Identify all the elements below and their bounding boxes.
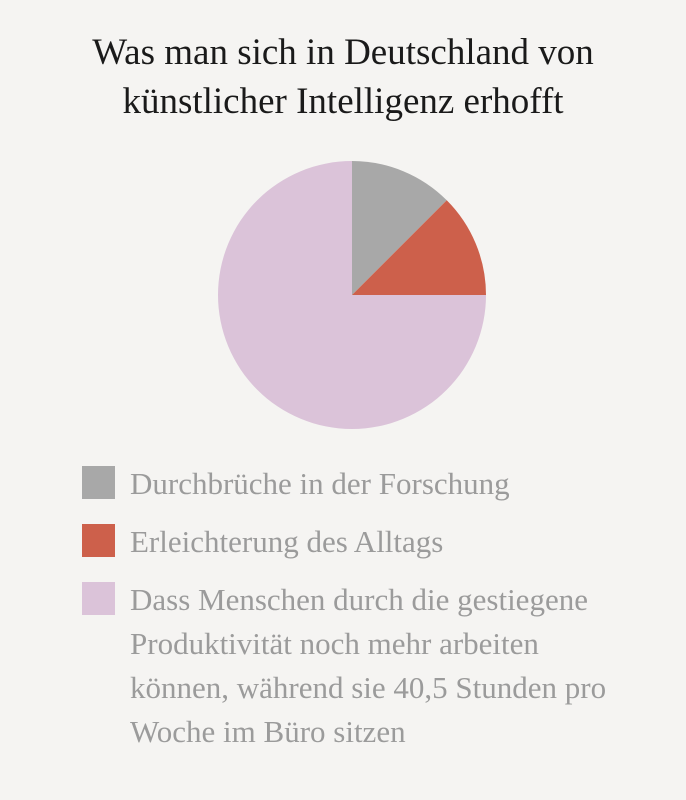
- legend: Durchbrüche in der Forschung Erleichteru…: [82, 462, 642, 768]
- legend-swatch-forschung: [82, 466, 115, 499]
- pie-slice-alltag: [352, 200, 486, 295]
- legend-item-mehr-arbeiten: Dass Menschen durch die gestiegene Produ…: [82, 578, 642, 754]
- chart-title-line-1: Was man sich in Deutschland von: [92, 32, 594, 73]
- chart-title-line-2: künstlicher Intelligenz erhofft: [122, 81, 564, 122]
- pie-chart: [218, 161, 486, 429]
- legend-label-forschung: Durchbrüche in der Forschung: [130, 466, 510, 501]
- chart-title: Was man sich in Deutschland von künstlic…: [0, 28, 686, 126]
- legend-item-alltag: Erleichterung des Alltags: [82, 520, 642, 564]
- legend-swatch-mehr-arbeiten: [82, 582, 115, 615]
- legend-label-alltag: Erleichterung des Alltags: [130, 524, 444, 559]
- pie-slice-forschung: [352, 161, 447, 295]
- pie-slice-mehr-arbeiten: [218, 161, 486, 429]
- legend-label-mehr-arbeiten: Dass Menschen durch die gestiegene Produ…: [130, 582, 607, 749]
- legend-item-forschung: Durchbrüche in der Forschung: [82, 462, 642, 506]
- legend-swatch-alltag: [82, 524, 115, 557]
